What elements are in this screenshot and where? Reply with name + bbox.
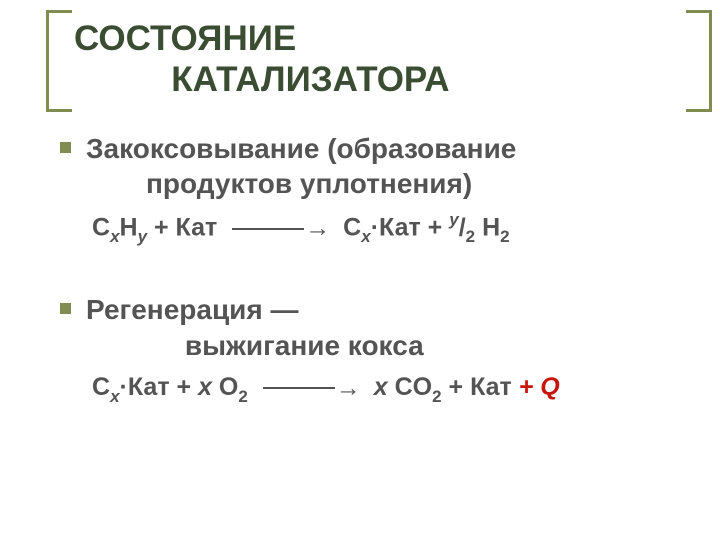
eq-part: C (92, 213, 110, 241)
arrow-head-icon: → (305, 214, 330, 243)
content: Закоксовывание (образование продуктов уп… (64, 131, 680, 406)
item-lead: Закоксовывание (образование продуктов уп… (86, 131, 680, 202)
bracket-left-icon (46, 10, 72, 112)
equation: Cx·Кат + x O2 → x CO2 + Кат + Q (86, 373, 680, 406)
eq-part: CO (388, 373, 432, 401)
lead-line: Регенерация — (86, 292, 680, 327)
arrow-line-icon (263, 387, 335, 389)
eq-part: ·Кат + (371, 213, 450, 241)
eq-part: x (198, 373, 212, 401)
equation: CxHy + Кат → Cx·Кат + y/2 H2 (86, 211, 680, 246)
eq-sub: 2 (500, 227, 509, 246)
lead-line: выжигание кокса (86, 328, 680, 363)
eq-part: + Кат (442, 373, 519, 401)
list-item: Закоксовывание (образование продуктов уп… (86, 131, 680, 247)
eq-part: x (374, 373, 388, 401)
eq-sub: 2 (432, 387, 441, 406)
eq-part: H (475, 213, 500, 241)
eq-part: C (343, 213, 361, 241)
eq-sub: x (110, 387, 119, 406)
eq-part: H (120, 213, 138, 241)
arrow-head-icon: → (336, 374, 361, 403)
eq-sub: 2 (238, 387, 247, 406)
eq-sub: 2 (466, 227, 475, 246)
arrow-line-icon (232, 228, 304, 230)
eq-sub: x (110, 227, 119, 246)
eq-part: ·Кат + (120, 373, 199, 401)
lead-line: Закоксовывание (образование (86, 131, 680, 166)
title-line-1: СОСТОЯНИЕ (74, 18, 680, 59)
lead-line: продуктов уплотнения) (86, 166, 680, 201)
eq-part: + Кат (147, 213, 217, 241)
eq-sub: y (138, 227, 147, 246)
eq-sup: y (449, 210, 458, 229)
bracket-right-icon (686, 10, 712, 112)
list-item: Регенерация — выжигание кокса Cx·Кат + x… (86, 292, 680, 406)
eq-part: O (212, 373, 238, 401)
slide: СОСТОЯНИЕ КАТАЛИЗАТОРА Закоксовывание (о… (0, 0, 720, 540)
item-lead: Регенерация — выжигание кокса (86, 292, 680, 363)
title-block: СОСТОЯНИЕ КАТАЛИЗАТОРА (50, 18, 680, 101)
eq-part: / (459, 213, 466, 241)
title-line-2: КАТАЛИЗАТОРА (74, 59, 680, 100)
heat-term: + Q (519, 373, 560, 401)
eq-part: C (92, 373, 110, 401)
eq-sub: x (361, 227, 370, 246)
